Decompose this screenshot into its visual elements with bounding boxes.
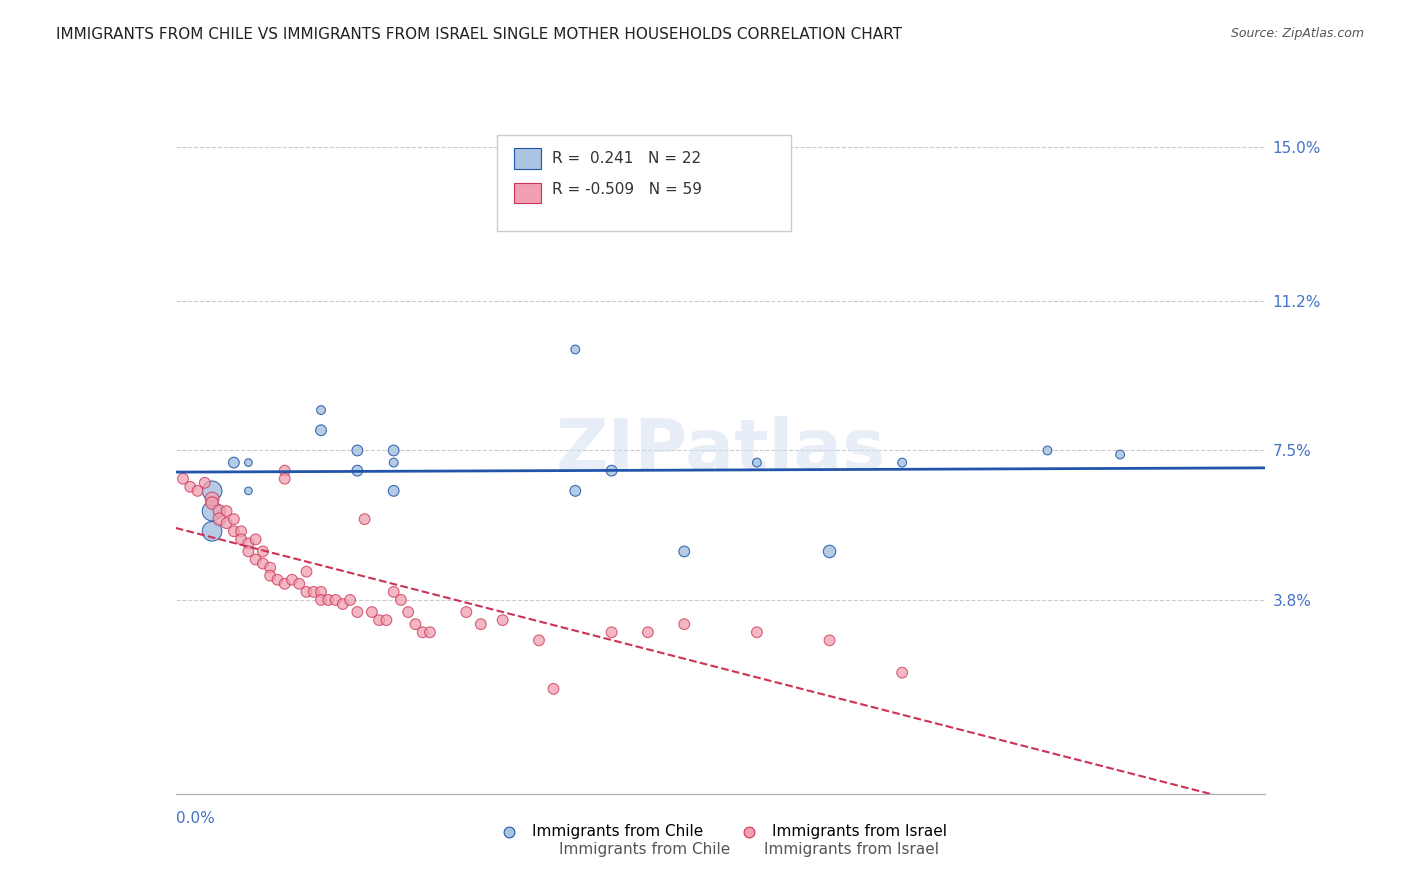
Point — [339, 593, 361, 607]
Point — [208, 512, 231, 526]
Point — [600, 464, 623, 478]
Text: Immigrants from Chile: Immigrants from Chile — [558, 842, 730, 857]
Legend: Immigrants from Chile, Immigrants from Israel: Immigrants from Chile, Immigrants from I… — [488, 817, 953, 845]
Point — [543, 681, 565, 696]
Point — [564, 343, 586, 357]
Point — [891, 456, 914, 470]
Point — [201, 524, 224, 539]
Point — [194, 475, 217, 490]
Point — [201, 504, 224, 518]
Text: Source: ZipAtlas.com: Source: ZipAtlas.com — [1230, 27, 1364, 40]
Point — [382, 443, 405, 458]
Point — [818, 633, 841, 648]
Point — [186, 483, 209, 498]
Point — [238, 544, 260, 558]
Point — [252, 557, 274, 571]
Point — [1109, 448, 1132, 462]
Point — [281, 573, 304, 587]
Point — [309, 593, 332, 607]
Point — [238, 536, 260, 550]
Bar — [513, 183, 541, 203]
Text: R = -0.509   N = 59: R = -0.509 N = 59 — [551, 182, 702, 197]
Point — [745, 456, 768, 470]
Point — [238, 456, 260, 470]
Text: IMMIGRANTS FROM CHILE VS IMMIGRANTS FROM ISRAEL SINGLE MOTHER HOUSEHOLDS CORRELA: IMMIGRANTS FROM CHILE VS IMMIGRANTS FROM… — [56, 27, 903, 42]
Point — [259, 560, 281, 574]
Point — [201, 491, 224, 506]
Text: Immigrants from Israel: Immigrants from Israel — [763, 842, 939, 857]
Point — [389, 593, 412, 607]
Point — [222, 512, 245, 526]
Point — [527, 633, 550, 648]
Point — [382, 456, 405, 470]
Point — [215, 504, 238, 518]
Point — [456, 605, 478, 619]
Point — [274, 464, 297, 478]
Point — [259, 568, 281, 582]
Point — [222, 456, 245, 470]
Point — [346, 605, 368, 619]
Point — [309, 403, 332, 417]
Point — [252, 544, 274, 558]
Point — [360, 605, 382, 619]
Point — [891, 665, 914, 680]
Point — [564, 483, 586, 498]
Point — [332, 597, 354, 611]
Point — [274, 576, 297, 591]
Point — [405, 617, 427, 632]
Point — [419, 625, 441, 640]
Point — [302, 585, 325, 599]
Point — [368, 613, 391, 627]
Point — [179, 480, 201, 494]
Bar — [513, 148, 541, 169]
Point — [208, 504, 231, 518]
Point — [346, 464, 368, 478]
Point — [470, 617, 492, 632]
Point — [231, 533, 253, 547]
Point — [295, 565, 318, 579]
Text: ZIPatlas: ZIPatlas — [555, 416, 886, 485]
Point — [673, 544, 696, 558]
Point — [274, 472, 297, 486]
Point — [201, 483, 224, 498]
Point — [215, 516, 238, 531]
Point — [600, 625, 623, 640]
Point — [637, 625, 659, 640]
Text: R =  0.241   N = 22: R = 0.241 N = 22 — [551, 151, 700, 166]
Point — [412, 625, 434, 640]
Point — [295, 585, 318, 599]
Point — [309, 585, 332, 599]
Point — [382, 585, 405, 599]
Point — [238, 483, 260, 498]
Point — [673, 617, 696, 632]
Point — [172, 472, 194, 486]
Point — [1036, 443, 1059, 458]
Point — [382, 483, 405, 498]
Point — [222, 524, 245, 539]
Point — [288, 576, 311, 591]
Point — [245, 533, 267, 547]
Point — [266, 573, 288, 587]
Point — [318, 593, 340, 607]
Point — [492, 613, 515, 627]
Point — [201, 496, 224, 510]
Point — [325, 593, 347, 607]
Point — [309, 423, 332, 437]
Text: 0.0%: 0.0% — [176, 811, 215, 826]
Point — [396, 605, 419, 619]
Point — [745, 625, 768, 640]
Point — [245, 552, 267, 566]
Point — [353, 512, 375, 526]
Point — [818, 544, 841, 558]
Point — [346, 443, 368, 458]
Point — [375, 613, 398, 627]
FancyBboxPatch shape — [498, 135, 792, 231]
Point — [231, 524, 253, 539]
